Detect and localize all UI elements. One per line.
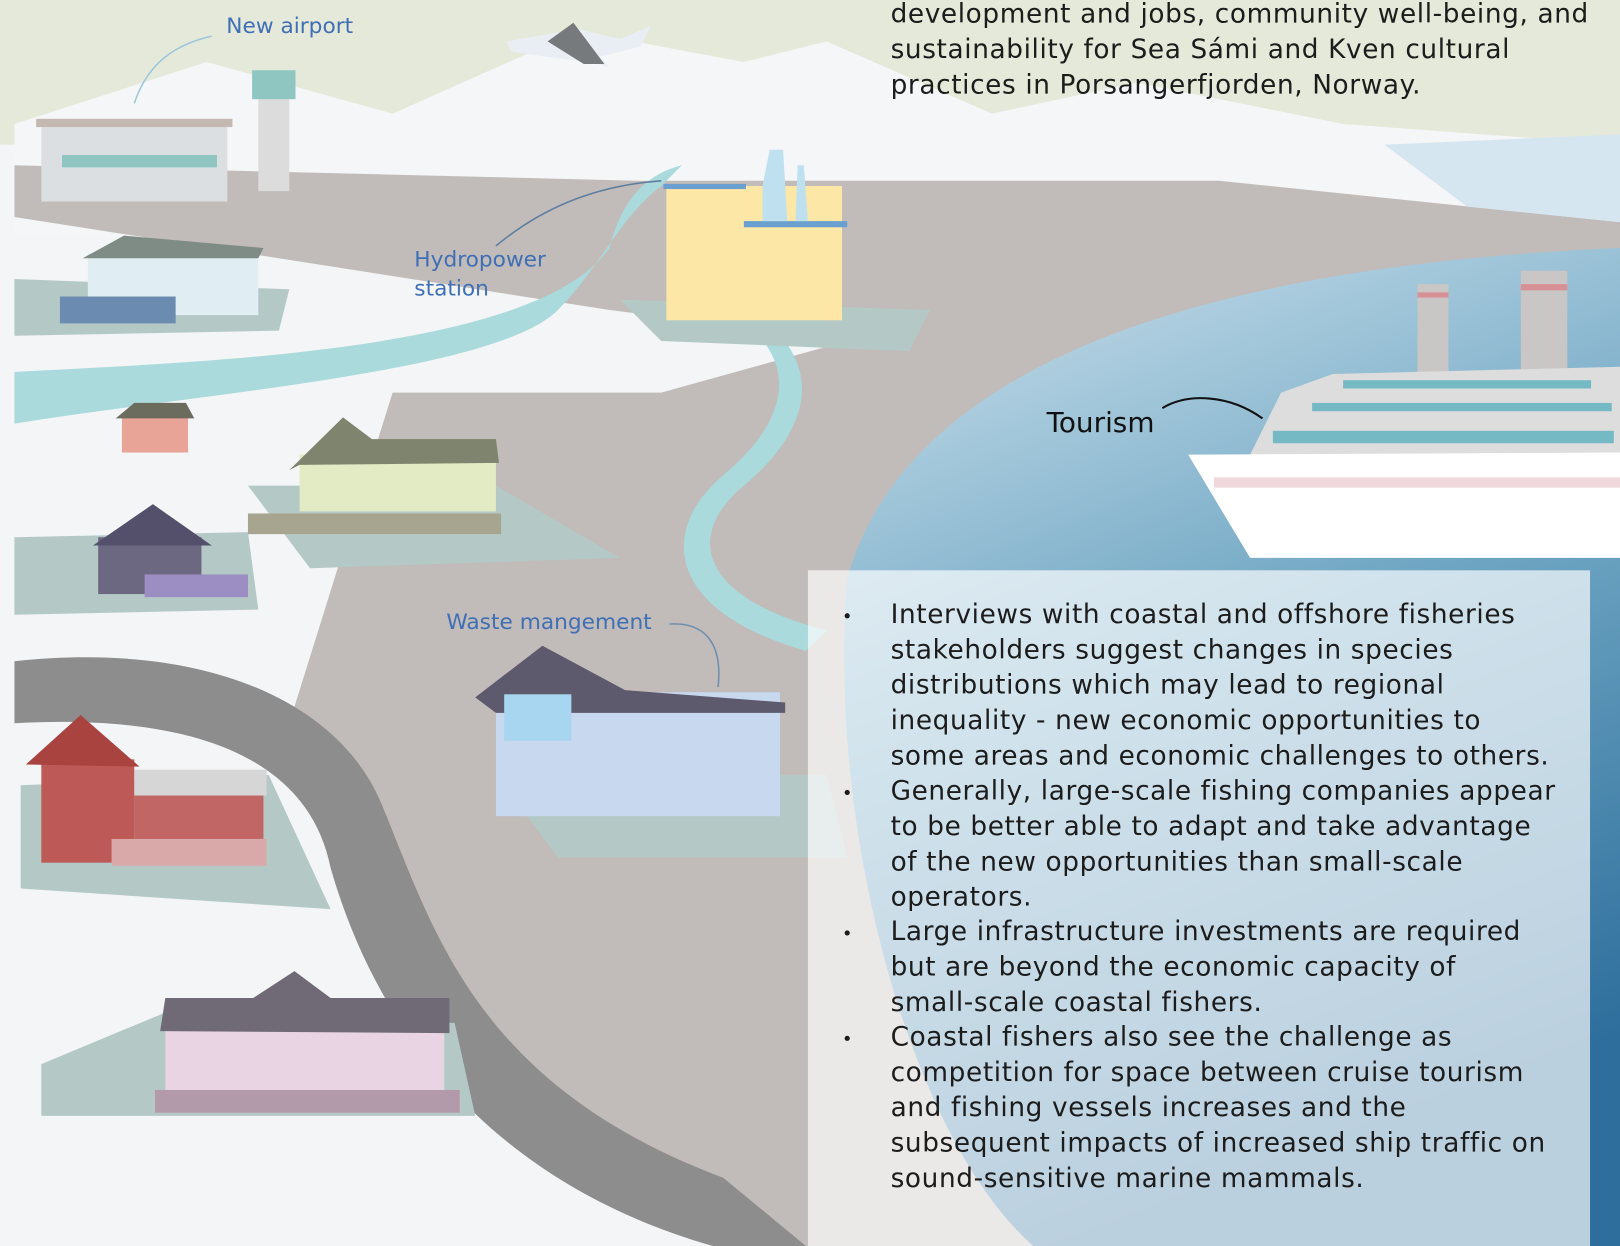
label: Hydropower — [414, 248, 546, 273]
finding-line: inequality - new economic opportunities … — [891, 706, 1482, 736]
illustration: New airport Hydropower station Waste man… — [0, 0, 1620, 1246]
intro-line: practices in Porsangerfjorden, Norway. — [891, 70, 1421, 100]
finding-line: small-scale coastal fishers. — [891, 988, 1263, 1018]
intro-line: sustainability for Sea Sámi and Kven cul… — [891, 35, 1510, 65]
finding-line: Large infrastructure investments are req… — [891, 917, 1521, 947]
label: Tourism — [1046, 406, 1155, 439]
label: Waste mangement — [446, 610, 651, 635]
finding-line: of the new opportunities than small-scal… — [891, 847, 1464, 877]
finding-line: distributions which may lead to regional — [891, 671, 1445, 701]
finding-line: Generally, large-scale fishing companies… — [891, 777, 1556, 807]
finding-line: stakeholders suggest changes in species — [891, 635, 1454, 665]
finding-line: and fishing vessels increases and the — [891, 1093, 1407, 1123]
label: station — [414, 276, 489, 301]
finding-line: operators. — [891, 883, 1033, 913]
finding-line: Interviews with coastal and offshore fis… — [891, 600, 1516, 630]
page: {"labels":{"new_airport":"New airport","… — [0, 0, 1620, 1246]
finding-line: to be better able to adapt and take adva… — [891, 812, 1532, 842]
intro-line: development and jobs, community well-bei… — [891, 0, 1589, 30]
finding-line: sound-sensitive marine mammals. — [891, 1164, 1365, 1194]
label: New airport — [226, 14, 353, 39]
finding-line: Coastal fishers also see the challenge a… — [891, 1023, 1453, 1053]
finding-line: competition for space between cruise tou… — [891, 1058, 1524, 1088]
finding-line: but are beyond the economic capacity of — [891, 953, 1457, 983]
finding-line: subsequent impacts of increased ship tra… — [891, 1129, 1546, 1159]
finding-line: some areas and economic challenges to ot… — [891, 741, 1550, 771]
